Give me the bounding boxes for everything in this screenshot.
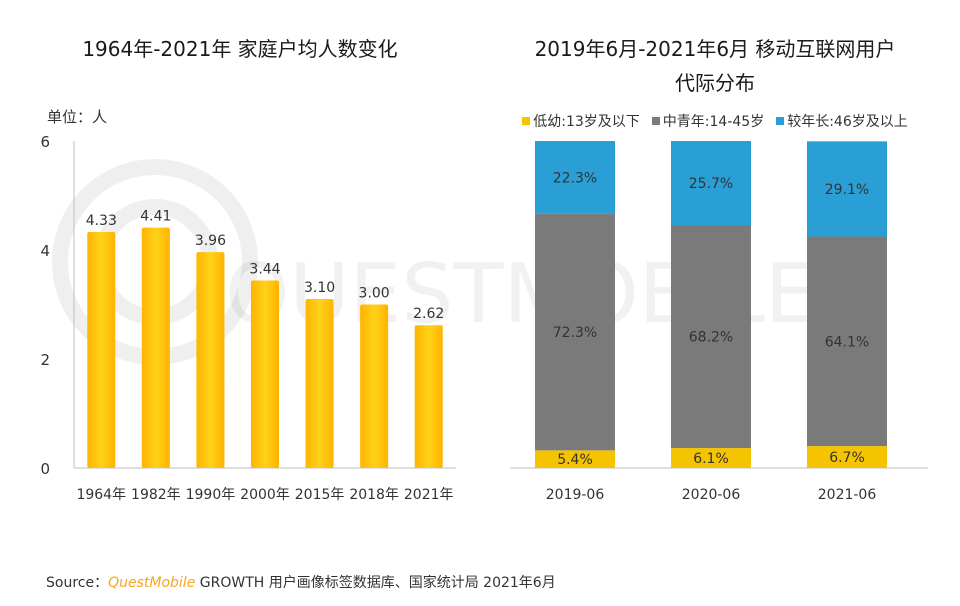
x-tick-label: 2021年	[404, 487, 454, 503]
legend-swatch-senior	[776, 117, 785, 125]
x-tick-label: 1964年	[76, 487, 126, 503]
y-tick-label: 6	[40, 133, 50, 151]
bar	[360, 304, 389, 468]
legend-label-young: 低幼:13岁及以下	[533, 114, 640, 130]
legend-item-senior: 较年长:46岁及以上	[776, 111, 908, 131]
segment-value-label: 68.2%	[689, 330, 733, 346]
legend-label-senior: 较年长:46岁及以上	[787, 114, 908, 130]
bar	[305, 299, 334, 468]
stack-segment	[671, 225, 751, 449]
bar	[87, 232, 116, 468]
stack-segment	[807, 446, 887, 468]
x-tick-label: 1982年	[131, 487, 181, 503]
legend-label-middle: 中青年:14-45岁	[662, 114, 765, 130]
x-tick-label: 2021-06	[818, 487, 877, 503]
x-tick-label: 1990年	[186, 487, 236, 503]
segment-value-label: 29.1%	[825, 182, 869, 198]
bar-value-label: 3.00	[359, 286, 390, 302]
bar	[414, 325, 443, 468]
right-chart-legend: 低幼:13岁及以下 中青年:14-45岁 较年长:46岁及以上	[480, 111, 950, 131]
bar-value-label: 4.41	[140, 209, 171, 225]
bar-value-label: 3.96	[195, 233, 226, 249]
bar	[141, 227, 170, 468]
bar-value-label: 4.33	[86, 213, 117, 229]
legend-item-middle: 中青年:14-45岁	[651, 111, 765, 131]
source-brand: QuestMobile	[108, 575, 196, 591]
segment-value-label: 64.1%	[825, 334, 869, 350]
x-tick-label: 2019-06	[546, 487, 605, 503]
unit-label: 单位：人	[47, 108, 108, 126]
source-note: Source：QuestMobile GROWTH 用户画像标签数据库、国家统计…	[46, 572, 556, 592]
left-chart-title: 1964年-2021年 家庭户均人数变化	[82, 37, 398, 61]
stack-segment	[807, 141, 887, 237]
y-tick-label: 2	[40, 351, 50, 369]
bar-value-label: 3.10	[304, 280, 335, 296]
x-tick-label: 2000年	[240, 487, 290, 503]
x-tick-label: 2020-06	[682, 487, 741, 503]
bar	[196, 252, 225, 468]
right-title-line1: 2019年6月-2021年6月 移动互联网用户	[534, 37, 896, 61]
generation-stacked-bar-chart: 5.4% 72.3% 22.3% 2019-06 6.1% 68.2% 25.7% 2020-…	[510, 141, 928, 503]
bar-value-label: 2.62	[413, 306, 444, 322]
legend-swatch-young	[522, 117, 531, 125]
legend-swatch-middle	[651, 117, 660, 125]
stack-segment	[535, 450, 615, 468]
segment-value-label: 72.3%	[553, 325, 597, 341]
stack-segment	[671, 141, 751, 226]
y-tick-label: 4	[40, 242, 50, 260]
x-tick-label: 2018年	[349, 487, 399, 503]
stack-segment	[535, 213, 615, 451]
segment-value-label: 25.7%	[689, 176, 733, 192]
bar	[251, 280, 279, 468]
y-tick-label: 0	[40, 460, 50, 478]
legend-item-young: 低幼:13岁及以下	[522, 111, 640, 131]
stack-segment	[807, 236, 887, 447]
stack-segment	[535, 141, 615, 214]
right-title-line2: 代际分布	[675, 71, 755, 95]
segment-value-label: 6.1%	[693, 451, 729, 467]
segment-value-label: 6.7%	[829, 450, 865, 466]
stack-segment	[671, 448, 751, 468]
segment-value-label: 22.3%	[553, 170, 597, 186]
bar-value-label: 3.44	[249, 262, 280, 278]
household-size-bar-chart: 0 2 4 6 4.33 1964年 4.41 1982年 3.96 1990年 3.44 2000…	[40, 133, 456, 503]
source-prefix: Source：	[46, 575, 109, 591]
right-chart-title: 2019年6月-2021年6月 移动互联网用户 代际分布	[505, 32, 925, 100]
segment-value-label: 5.4%	[557, 452, 593, 468]
x-tick-label: 2015年	[295, 487, 345, 503]
source-text: GROWTH 用户画像标签数据库、国家统计局 2021年6月	[195, 575, 556, 591]
